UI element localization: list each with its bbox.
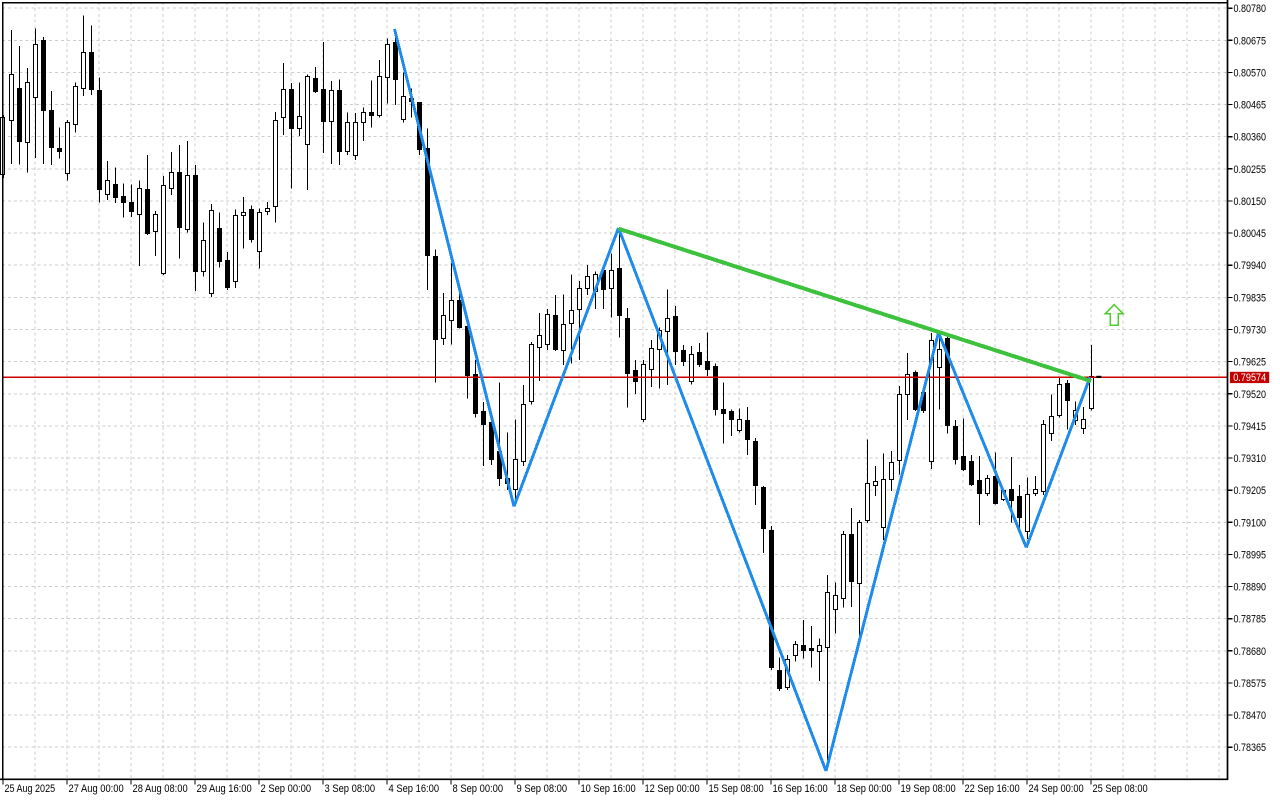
svg-text:0.78890: 0.78890 bbox=[1234, 582, 1267, 594]
svg-text:0.80465: 0.80465 bbox=[1234, 100, 1267, 112]
svg-text:28 Aug 08:00: 28 Aug 08:00 bbox=[133, 783, 188, 795]
svg-text:8 Sep 00:00: 8 Sep 00:00 bbox=[453, 783, 504, 795]
svg-text:27 Aug 00:00: 27 Aug 00:00 bbox=[69, 783, 124, 795]
svg-text:0.78680: 0.78680 bbox=[1234, 646, 1267, 658]
svg-text:22 Sep 16:00: 22 Sep 16:00 bbox=[965, 783, 1020, 795]
svg-text:0.80255: 0.80255 bbox=[1234, 164, 1267, 176]
svg-text:29 Aug 16:00: 29 Aug 16:00 bbox=[197, 783, 252, 795]
svg-text:0.79520: 0.79520 bbox=[1234, 389, 1267, 401]
svg-text:24 Sep 00:00: 24 Sep 00:00 bbox=[1029, 783, 1084, 795]
svg-text:0.78470: 0.78470 bbox=[1234, 710, 1267, 722]
svg-text:0.79205: 0.79205 bbox=[1234, 485, 1267, 497]
svg-text:0.80045: 0.80045 bbox=[1234, 228, 1267, 240]
svg-text:10 Sep 16:00: 10 Sep 16:00 bbox=[581, 783, 636, 795]
svg-text:0.79835: 0.79835 bbox=[1234, 292, 1267, 304]
svg-text:0.78785: 0.78785 bbox=[1234, 614, 1267, 626]
svg-text:0.79415: 0.79415 bbox=[1234, 421, 1267, 433]
svg-text:0.80360: 0.80360 bbox=[1234, 132, 1267, 144]
svg-text:0.79940: 0.79940 bbox=[1234, 260, 1267, 272]
svg-text:25 Aug 2025: 25 Aug 2025 bbox=[5, 783, 56, 795]
svg-text:9 Sep 08:00: 9 Sep 08:00 bbox=[517, 783, 568, 795]
svg-text:0.79100: 0.79100 bbox=[1234, 517, 1267, 529]
svg-text:0.78995: 0.78995 bbox=[1234, 549, 1267, 561]
svg-text:0.80675: 0.80675 bbox=[1234, 35, 1267, 47]
svg-text:0.79730: 0.79730 bbox=[1234, 325, 1267, 337]
svg-text:15 Sep 08:00: 15 Sep 08:00 bbox=[709, 783, 764, 795]
svg-text:0.80570: 0.80570 bbox=[1234, 68, 1267, 80]
svg-text:0.80150: 0.80150 bbox=[1234, 196, 1267, 208]
svg-text:19 Sep 08:00: 19 Sep 08:00 bbox=[901, 783, 956, 795]
svg-text:0.80780: 0.80780 bbox=[1234, 3, 1267, 15]
svg-text:0.79574: 0.79574 bbox=[1233, 372, 1266, 384]
svg-text:0.79625: 0.79625 bbox=[1234, 357, 1267, 369]
svg-text:16 Sep 16:00: 16 Sep 16:00 bbox=[773, 783, 828, 795]
svg-text:18 Sep 00:00: 18 Sep 00:00 bbox=[837, 783, 892, 795]
svg-text:0.78365: 0.78365 bbox=[1234, 742, 1267, 754]
svg-text:25 Sep 08:00: 25 Sep 08:00 bbox=[1093, 783, 1148, 795]
svg-text:12 Sep 00:00: 12 Sep 00:00 bbox=[645, 783, 700, 795]
svg-text:0.79310: 0.79310 bbox=[1234, 453, 1267, 465]
svg-text:3 Sep 08:00: 3 Sep 08:00 bbox=[325, 783, 376, 795]
svg-text:2 Sep 00:00: 2 Sep 00:00 bbox=[261, 783, 312, 795]
svg-text:4 Sep 16:00: 4 Sep 16:00 bbox=[389, 783, 440, 795]
svg-text:0.78575: 0.78575 bbox=[1234, 678, 1267, 690]
